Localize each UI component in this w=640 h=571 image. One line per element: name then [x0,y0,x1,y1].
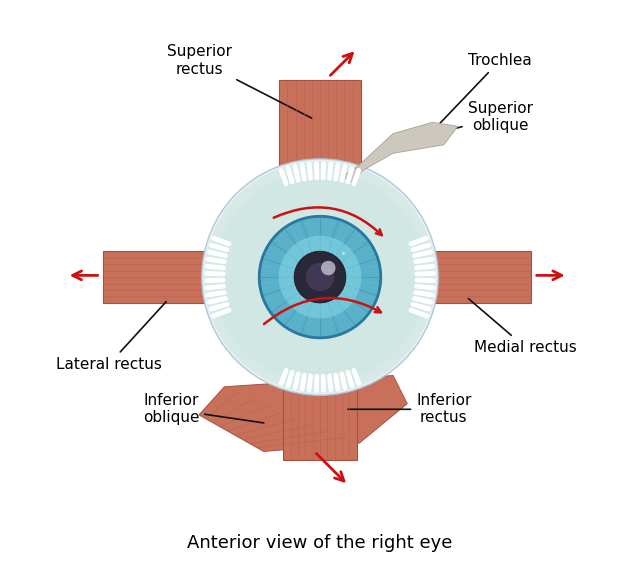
Circle shape [202,159,438,395]
Circle shape [301,297,303,299]
Polygon shape [279,80,361,168]
Text: Trochlea: Trochlea [440,53,532,123]
Polygon shape [199,376,407,452]
Polygon shape [342,122,458,183]
Polygon shape [104,251,214,303]
Circle shape [204,161,436,393]
Text: Anterior view of the right eye: Anterior view of the right eye [188,534,452,552]
Text: Lateral rectus: Lateral rectus [56,301,166,372]
Circle shape [306,263,334,291]
Text: Medial rectus: Medial rectus [468,299,577,355]
Text: Inferior
rectus: Inferior rectus [348,393,472,425]
Circle shape [214,171,426,383]
Circle shape [321,261,335,275]
Circle shape [342,252,345,255]
Text: Inferior
oblique: Inferior oblique [143,393,264,425]
Polygon shape [426,251,531,303]
Text: Superior
rectus: Superior rectus [166,44,312,118]
Text: Superior
oblique: Superior oblique [385,100,532,147]
Circle shape [259,216,381,338]
Polygon shape [284,386,356,460]
Circle shape [278,236,362,319]
Circle shape [294,251,346,303]
